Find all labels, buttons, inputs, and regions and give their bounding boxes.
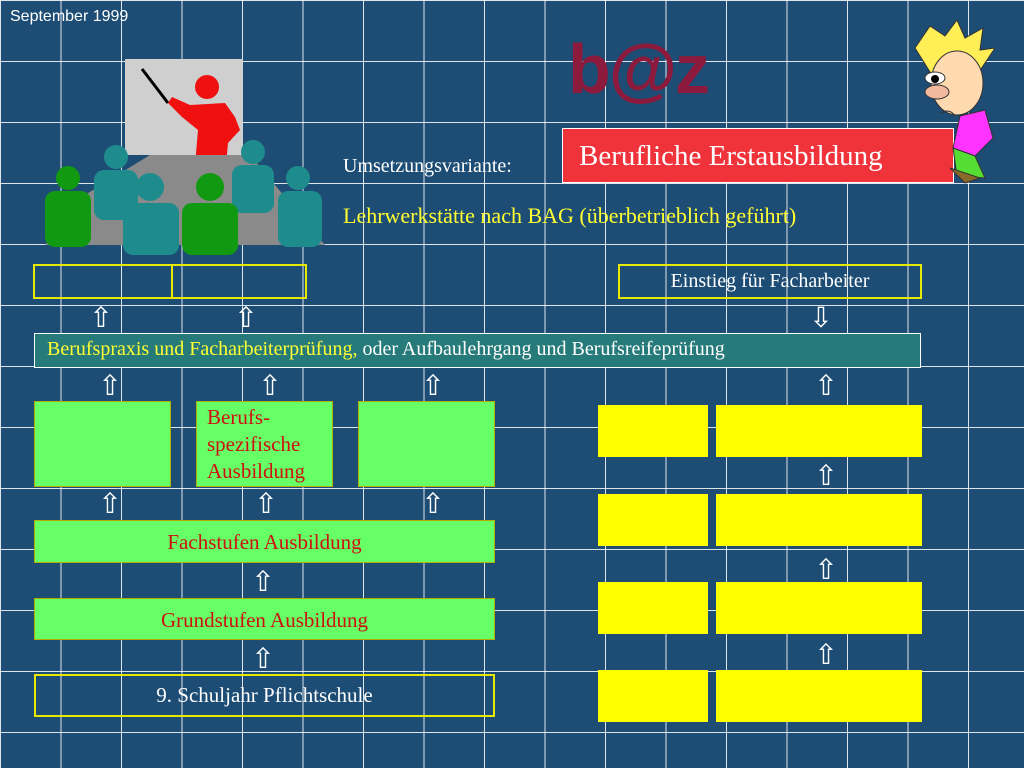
yellow-box-small-1 [598, 405, 708, 457]
arrow-up-icon: ⇧ [251, 642, 275, 675]
grundstufen-box: Grundstufen Ausbildung [34, 598, 495, 640]
yellow-box-large-2 [716, 494, 922, 546]
arrow-up-icon: ⇧ [421, 487, 445, 520]
cartoon-character-icon [914, 19, 997, 184]
baz-logo: b@z [568, 30, 710, 108]
yellow-box-large-3 [716, 582, 922, 634]
arrow-up-icon: ⇧ [258, 369, 282, 402]
yellow-box-small-4 [598, 670, 708, 722]
arrow-down-icon: ⇩ [809, 301, 833, 334]
arrow-up-icon: ⇧ [254, 487, 278, 520]
empty-box-top-2 [171, 264, 307, 299]
berufspraxis-text: Berufspraxis und Facharbeiterprüfung, [47, 338, 358, 360]
title-box: Berufliche Erstausbildung [562, 128, 954, 183]
arrow-up-icon: ⇧ [98, 487, 122, 520]
fachstufen-box: Fachstufen Ausbildung [34, 520, 495, 563]
arrow-up-icon: ⇧ [814, 553, 838, 586]
arrow-up-icon: ⇧ [89, 301, 113, 334]
subtitle: Lehrwerkstätte nach BAG (überbetrieblich… [343, 203, 797, 228]
berufsspezifische-box: Berufs-spezifische Ausbildung [196, 401, 333, 487]
arrow-up-icon: ⇧ [814, 459, 838, 492]
arrow-up-icon: ⇧ [251, 565, 275, 598]
arrow-up-icon: ⇧ [234, 301, 258, 334]
arrow-up-icon: ⇧ [814, 369, 838, 402]
arrow-up-icon: ⇧ [98, 369, 122, 402]
arrow-up-icon: ⇧ [421, 369, 445, 402]
arrow-up-icon: ⇧ [814, 638, 838, 671]
berufspraxis-bar: Berufspraxis und Facharbeiterprüfung, od… [34, 333, 921, 368]
green-box-3 [358, 401, 495, 487]
yellow-box-large-4 [716, 670, 922, 722]
green-box-1 [34, 401, 171, 487]
date-label: September 1999 [10, 8, 129, 25]
einstieg-box: Einstieg für Facharbeiter [618, 264, 922, 299]
schuljahr-box: 9. Schuljahr Pflichtschule [34, 674, 495, 717]
presentation-meeting-icon [45, 59, 325, 255]
yellow-box-small-2 [598, 494, 708, 546]
umsetzungsvariante-label: Umsetzungsvariante: [343, 155, 512, 177]
yellow-box-small-3 [598, 582, 708, 634]
aufbaulehrgang-text: oder Aufbaulehrgang und Berufsreifeprüfu… [357, 338, 725, 360]
yellow-box-large-1 [716, 405, 922, 457]
empty-box-top-1 [33, 264, 173, 299]
